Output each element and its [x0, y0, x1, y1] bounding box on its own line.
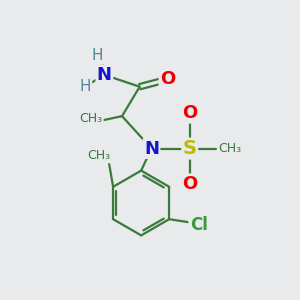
Text: O: O	[182, 104, 197, 122]
Text: H: H	[80, 79, 91, 94]
Text: N: N	[97, 66, 112, 84]
Text: S: S	[183, 139, 197, 158]
Text: O: O	[160, 70, 175, 88]
Text: Cl: Cl	[190, 216, 208, 234]
Text: CH₃: CH₃	[80, 112, 103, 125]
Text: CH₃: CH₃	[87, 149, 110, 162]
Text: CH₃: CH₃	[218, 142, 241, 155]
Text: N: N	[144, 140, 159, 158]
Text: H: H	[91, 48, 103, 63]
Text: O: O	[182, 175, 197, 193]
